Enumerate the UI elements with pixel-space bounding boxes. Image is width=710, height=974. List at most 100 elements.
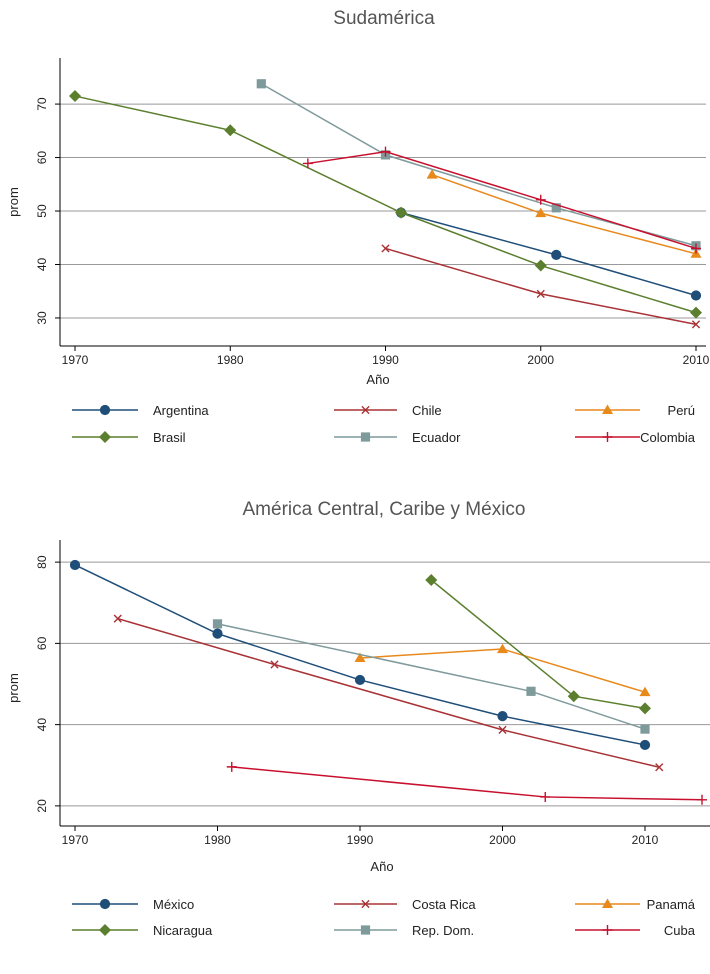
- series-colombia: [302, 146, 701, 254]
- series-nicaragua: [425, 574, 651, 715]
- data-point-shape: [226, 761, 237, 772]
- y-tick-label: 60: [35, 151, 49, 165]
- data-point-shape: [354, 674, 366, 686]
- data-point: [691, 320, 701, 329]
- data-point-shape: [535, 207, 547, 218]
- y-tick-label: 40: [35, 718, 49, 732]
- data-point-shape: [534, 259, 547, 272]
- legend-marker: [360, 925, 371, 935]
- data-point: [640, 724, 650, 734]
- y-tick-label: 20: [35, 799, 49, 813]
- data-point: [639, 702, 651, 715]
- x-tick-label: 1970: [62, 833, 89, 847]
- data-point-shape: [270, 660, 279, 669]
- data-point: [426, 169, 438, 179]
- data-point-shape: [224, 124, 237, 137]
- legend-marker: [99, 898, 111, 910]
- data-point-shape: [551, 203, 561, 213]
- chart-title: América Central, Caribe y México: [243, 499, 526, 520]
- legend-label: Brasil: [153, 430, 186, 445]
- data-point-shape: [567, 690, 580, 703]
- data-point: [540, 791, 551, 802]
- legend-marker: [602, 925, 613, 935]
- data-point-shape: [380, 146, 391, 157]
- series-per-: [426, 169, 702, 258]
- legend-label: Cuba: [664, 923, 696, 938]
- legend-marker: [361, 899, 370, 909]
- legend-marker-shape: [99, 404, 111, 416]
- data-point: [691, 243, 701, 254]
- series-line: [260, 83, 697, 247]
- chart-panel-2: América Central, Caribe y México 20 40 60 80…: [6, 499, 710, 938]
- data-point-shape: [395, 206, 408, 219]
- legend-item: Perú: [575, 403, 695, 418]
- legend-marker: [602, 898, 613, 908]
- series-costa-rica: [113, 614, 664, 772]
- x-tick-label: 1980: [204, 833, 231, 847]
- data-point: [497, 643, 508, 654]
- data-point-shape: [535, 194, 546, 205]
- x-tick-label: 2010: [632, 833, 659, 847]
- legend-item: Panamá: [575, 897, 696, 912]
- x-tick-label: 1970: [62, 353, 89, 367]
- data-point: [380, 146, 391, 157]
- series-brasil: [69, 90, 702, 319]
- data-point-shape: [113, 614, 122, 623]
- series-ecuador: [256, 79, 701, 251]
- data-point: [536, 289, 545, 298]
- legend-marker: [99, 924, 111, 936]
- legend-label: Panamá: [647, 897, 696, 912]
- series-line: [307, 150, 697, 250]
- y-tick-label: 80: [35, 555, 49, 569]
- y-tick-label: 60: [35, 636, 49, 650]
- data-point-shape: [302, 158, 313, 169]
- series-line: [231, 766, 703, 801]
- legend-marker: [99, 431, 111, 443]
- y-tick-label: 50: [35, 204, 49, 218]
- data-point: [639, 739, 651, 751]
- data-point-shape: [697, 794, 707, 805]
- data-point-shape: [691, 243, 701, 254]
- legend-marker: [361, 405, 370, 415]
- legend-marker-shape: [361, 405, 370, 415]
- data-point: [690, 306, 702, 319]
- data-point: [567, 690, 580, 703]
- legend-item: Colombia: [575, 430, 696, 445]
- chart-title: Sudamérica: [333, 8, 435, 29]
- series-line: [431, 173, 697, 255]
- data-point: [69, 90, 81, 103]
- y-axis-label: prom: [6, 673, 21, 703]
- legend-marker-shape: [360, 925, 371, 935]
- legend-item: Chile: [334, 403, 442, 418]
- legend: México Costa Rica Panamá Nicaragua Rep. Dom.…: [72, 897, 696, 938]
- data-point-shape: [497, 643, 508, 654]
- data-point-shape: [69, 90, 81, 103]
- data-point-shape: [426, 169, 438, 179]
- data-point: [551, 203, 561, 213]
- legend-label: Colombia: [640, 430, 696, 445]
- data-point: [256, 79, 266, 89]
- legend-item: Cuba: [575, 923, 696, 938]
- data-point-shape: [536, 289, 545, 298]
- x-tick-label: 2000: [489, 833, 516, 847]
- legend-marker: [602, 404, 613, 414]
- x-tick-label: 2010: [683, 353, 710, 367]
- data-point: [639, 686, 651, 697]
- legend-marker-shape: [99, 898, 111, 910]
- legend-label: Perú: [668, 403, 695, 418]
- series-line: [74, 95, 697, 314]
- data-point-shape: [551, 249, 562, 260]
- data-point: [655, 763, 664, 772]
- data-point: [212, 628, 223, 639]
- data-point-shape: [212, 619, 223, 629]
- y-tick-label: 40: [35, 257, 49, 271]
- x-tick-label: 2000: [527, 353, 554, 367]
- legend-label: Ecuador: [412, 430, 461, 445]
- data-point: [212, 619, 223, 629]
- data-point-shape: [690, 290, 702, 301]
- data-point-shape: [639, 739, 651, 751]
- data-point-shape: [381, 244, 390, 253]
- data-point-shape: [256, 79, 266, 89]
- data-point: [535, 194, 546, 205]
- legend: Argentina Chile Perú Brasil Ecuador Colombia: [72, 403, 696, 445]
